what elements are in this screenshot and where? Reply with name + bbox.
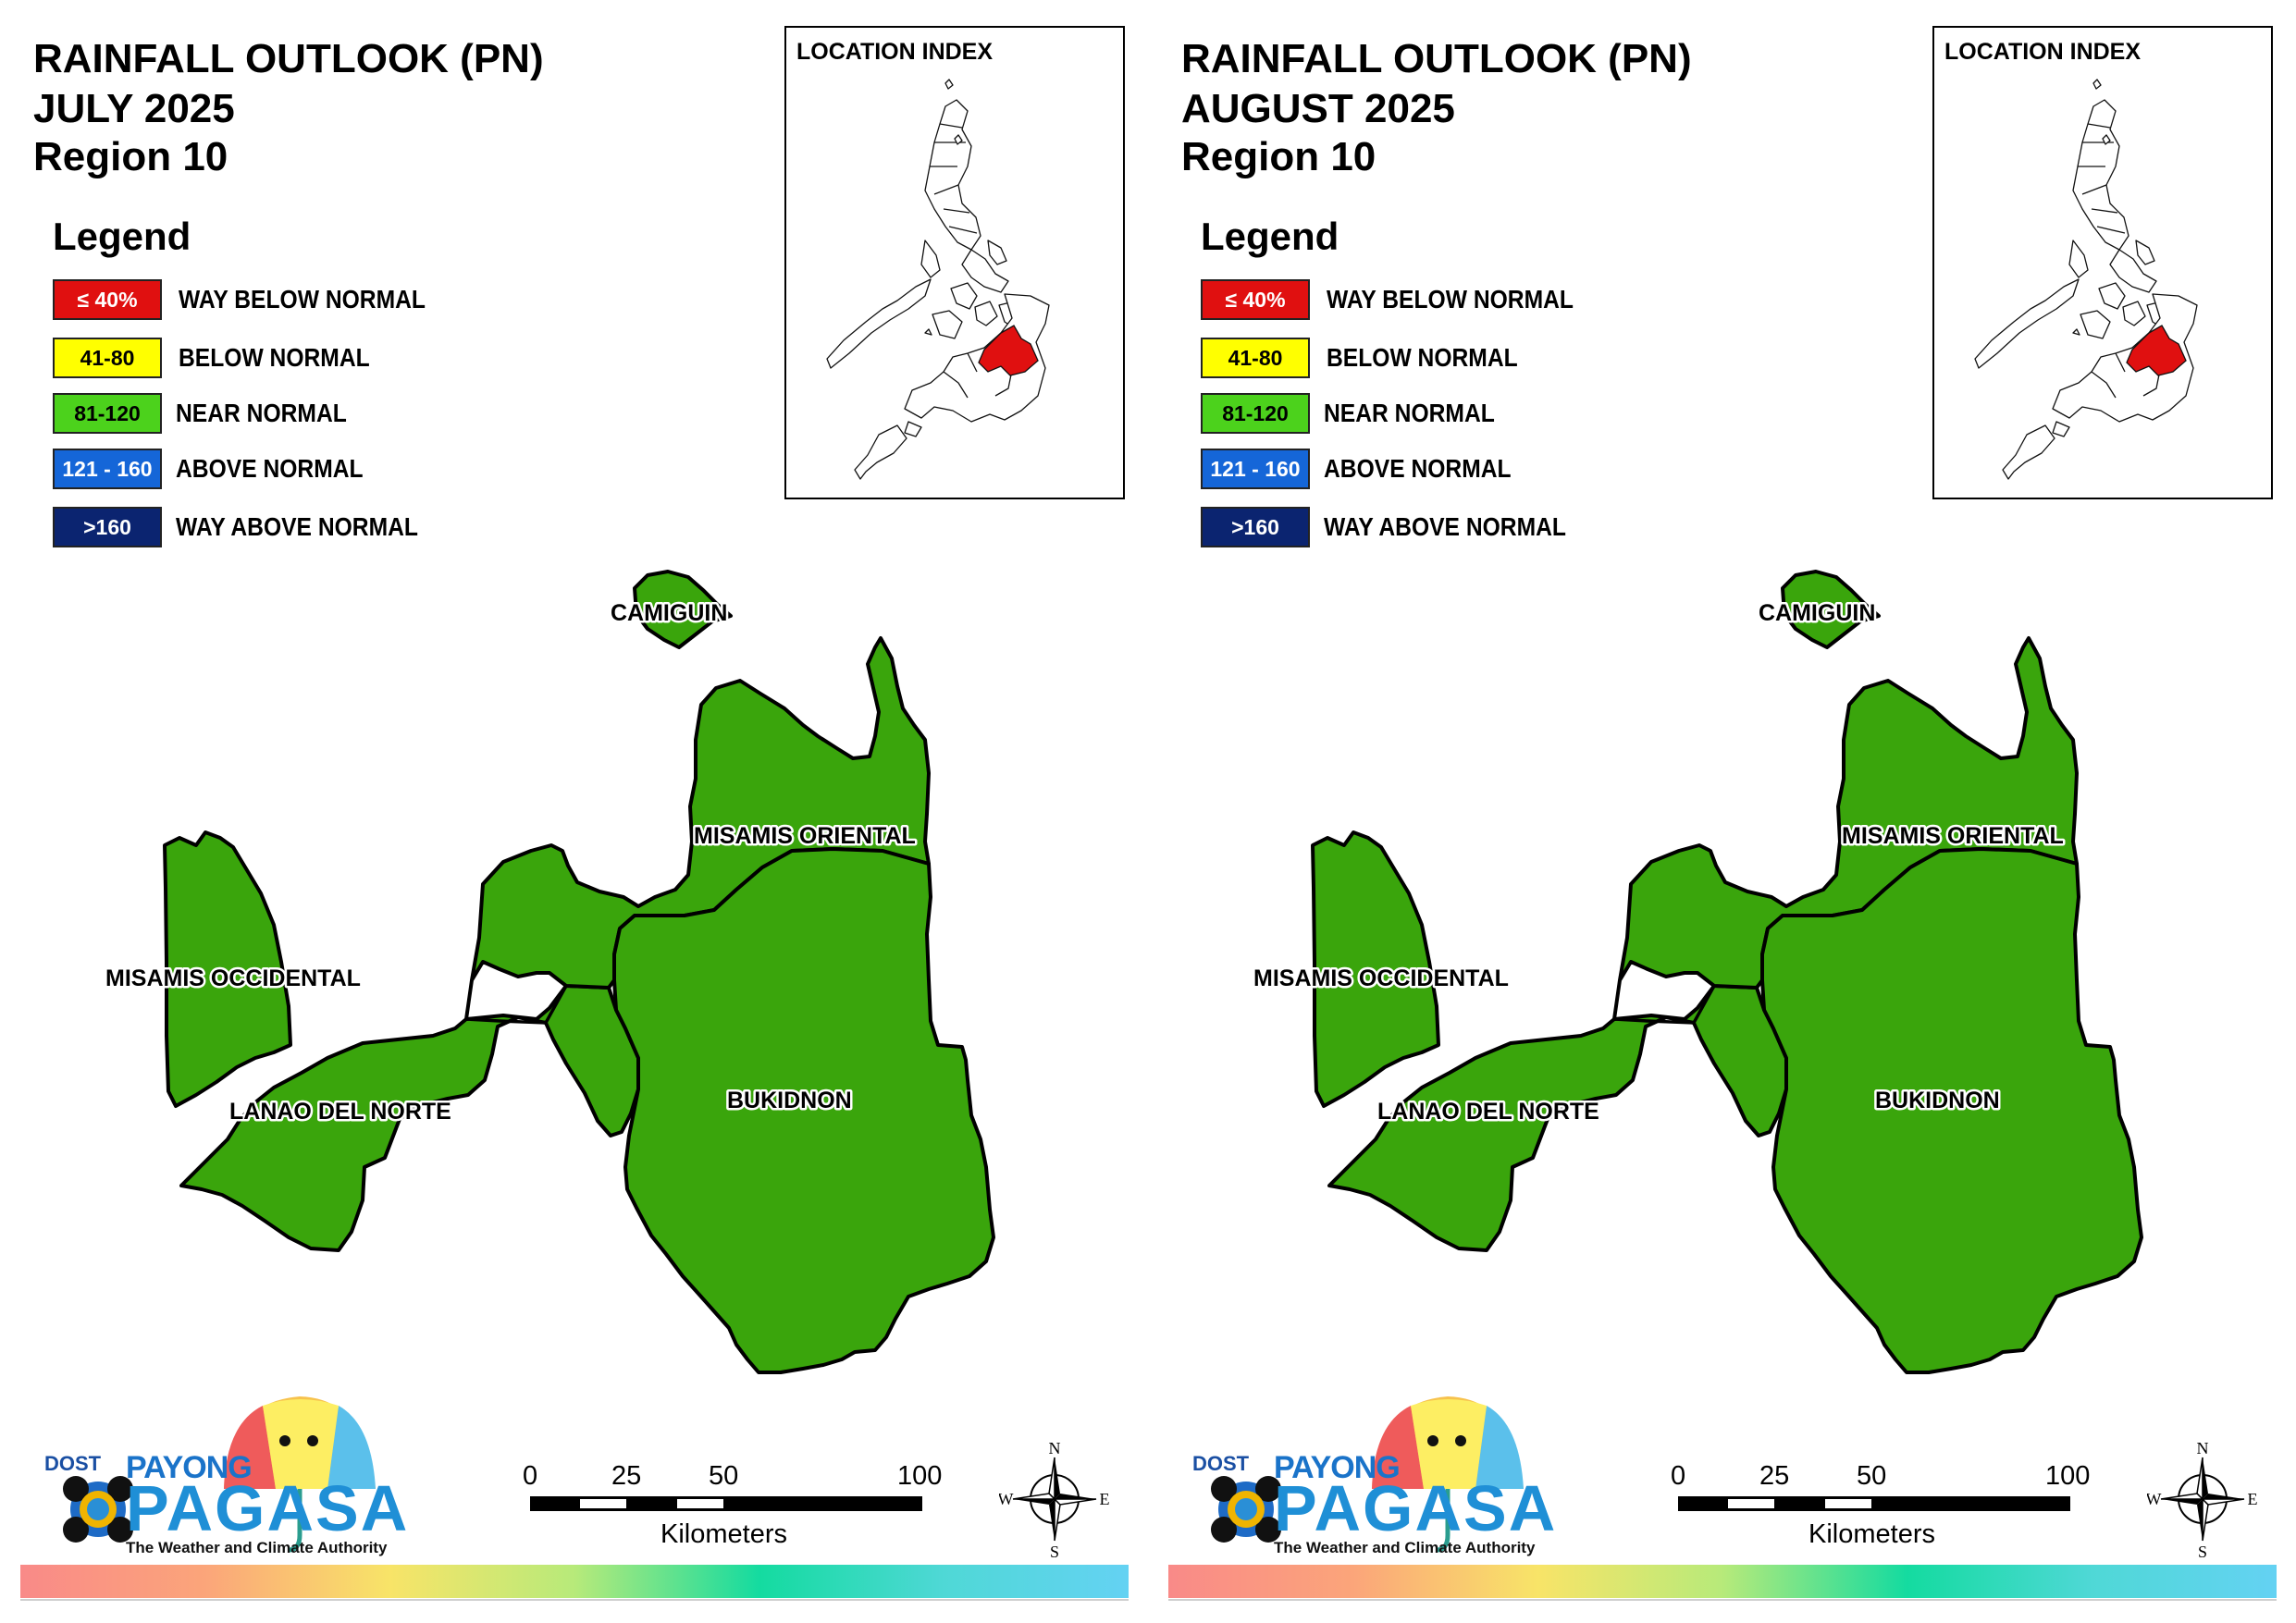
payong-logo-text: PAYONG [126,1450,253,1485]
scale-bar [530,1496,922,1511]
legend-label: WAY ABOVE NORMAL [1324,512,1566,541]
map-region: Region 10 [1181,134,1376,179]
compass-s: S [1050,1543,1059,1559]
compass-rose-icon: N S E W [998,1439,1110,1561]
scale-unit: Kilometers [1808,1519,1935,1549]
region-10-highlight [978,325,1039,376]
legend-swatch: >160 [1201,507,1310,547]
legend-swatch: 81-120 [53,393,162,434]
north-arrow: N S E W [998,1439,1110,1564]
legend-label: BELOW NORMAL [1327,343,1518,372]
scale-tick-0: 0 [1671,1461,1686,1491]
location-index-map: LOCATION INDEX [1932,26,2273,499]
legend-label: WAY ABOVE NORMAL [176,512,418,541]
label-lanao-del-norte: LANAO DEL NORTE [229,1099,451,1125]
footer-divider [1168,1599,2277,1601]
map-title: RAINFALL OUTLOOK (PN) [1181,36,1692,81]
payong-pagasa-logo [1211,1396,1524,1553]
scale-bar [1678,1496,2070,1511]
compass-n: N [1049,1439,1061,1457]
philippines-outline [826,79,1050,480]
legend-swatch: 121 - 160 [53,449,162,489]
philippines-outline [1974,79,2198,480]
label-misamis-oriental: MISAMIS ORIENTAL [694,823,916,849]
scale-tick-25: 25 [1759,1461,1790,1491]
scale-tick-100: 100 [897,1461,943,1491]
scale-tick-100: 100 [2045,1461,2091,1491]
legend-swatch: 41-80 [53,338,162,378]
footer-divider [20,1599,1129,1601]
scale-tick-50: 50 [709,1461,739,1491]
scale-tick-25: 25 [611,1461,642,1491]
legend-label: WAY BELOW NORMAL [1327,285,1574,314]
dost-logo-text: DOST [1192,1452,1250,1475]
scale-tick-50: 50 [1857,1461,1887,1491]
label-camiguin: CAMIGUIN [1759,600,1875,626]
payong-pagasa-logo [63,1396,376,1553]
legend-label: BELOW NORMAL [179,343,370,372]
compass-e: E [2248,1490,2258,1508]
map-period: AUGUST 2025 [1181,86,1455,131]
payong-logo-text: PAYONG [1274,1450,1401,1485]
legend-label: NEAR NORMAL [176,399,347,427]
map-region: Region 10 [33,134,228,179]
pagasa-tagline: The Weather and Climate Authority [1274,1539,1536,1556]
map-title: RAINFALL OUTLOOK (PN) [33,36,544,81]
rainfall-outlook-august: RAINFALL OUTLOOK (PN) AUGUST 2025 Region… [1148,0,2296,1623]
compass-s: S [2198,1543,2207,1559]
legend-title: Legend [1201,215,1339,258]
pagasa-logo-text: PAGASA [1274,1472,1558,1544]
legend-swatch: ≤ 40% [53,279,162,320]
province-misamis-occidental[interactable] [163,830,292,1108]
compass-n: N [2197,1439,2209,1457]
province-bukidnon[interactable] [1760,847,2143,1374]
legend-label: ABOVE NORMAL [176,454,364,483]
label-camiguin: CAMIGUIN [611,600,727,626]
compass-w: W [2147,1490,2162,1508]
footer-gradient-bar [20,1565,1129,1598]
region-map: CAMIGUIN MISAMIS ORIENTAL MISAMIS OCCIDE… [1252,570,2143,1374]
label-misamis-oriental: MISAMIS ORIENTAL [1842,823,2064,849]
pagasa-tagline: The Weather and Climate Authority [126,1539,388,1556]
legend-swatch: >160 [53,507,162,547]
province-misamis-occidental[interactable] [1311,830,1440,1108]
legend-swatch: 41-80 [1201,338,1310,378]
dost-logo-text: DOST [44,1452,102,1475]
region-10-highlight [2126,325,2187,376]
pagasa-logo-text: PAGASA [126,1472,410,1544]
location-index-map: LOCATION INDEX [784,26,1125,499]
legend-swatch: 121 - 160 [1201,449,1310,489]
north-arrow: N S E W [2146,1439,2258,1564]
map-period: JULY 2025 [33,86,235,131]
compass-e: E [1100,1490,1110,1508]
scale-tick-0: 0 [523,1461,538,1491]
footer-gradient-bar [1168,1565,2277,1598]
province-camiguin[interactable] [633,570,733,649]
legend-swatch: ≤ 40% [1201,279,1310,320]
province-camiguin[interactable] [1781,570,1881,649]
province-bukidnon[interactable] [612,847,995,1374]
compass-rose-icon: N S E W [2146,1439,2258,1561]
legend-title: Legend [53,215,191,258]
label-misamis-occidental: MISAMIS OCCIDENTAL [1253,965,1509,991]
label-misamis-occidental: MISAMIS OCCIDENTAL [105,965,361,991]
compass-w: W [999,1490,1014,1508]
legend-label: NEAR NORMAL [1324,399,1495,427]
legend-label: WAY BELOW NORMAL [179,285,426,314]
label-bukidnon: BUKIDNON [1875,1088,2000,1113]
label-bukidnon: BUKIDNON [727,1088,852,1113]
region-map: CAMIGUIN MISAMIS ORIENTAL MISAMIS OCCIDE… [104,570,995,1374]
label-lanao-del-norte: LANAO DEL NORTE [1377,1099,1599,1125]
location-index-title: LOCATION INDEX [1944,39,2142,65]
rainfall-outlook-july: RAINFALL OUTLOOK (PN) JULY 2025 Region 1… [20,26,1129,1601]
legend-label: ABOVE NORMAL [1324,454,1512,483]
legend-swatch: 81-120 [1201,393,1310,434]
scale-unit: Kilometers [660,1519,787,1549]
location-index-title: LOCATION INDEX [796,39,994,65]
